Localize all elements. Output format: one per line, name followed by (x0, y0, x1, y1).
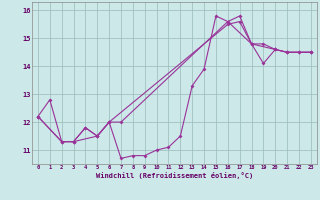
X-axis label: Windchill (Refroidissement éolien,°C): Windchill (Refroidissement éolien,°C) (96, 172, 253, 179)
